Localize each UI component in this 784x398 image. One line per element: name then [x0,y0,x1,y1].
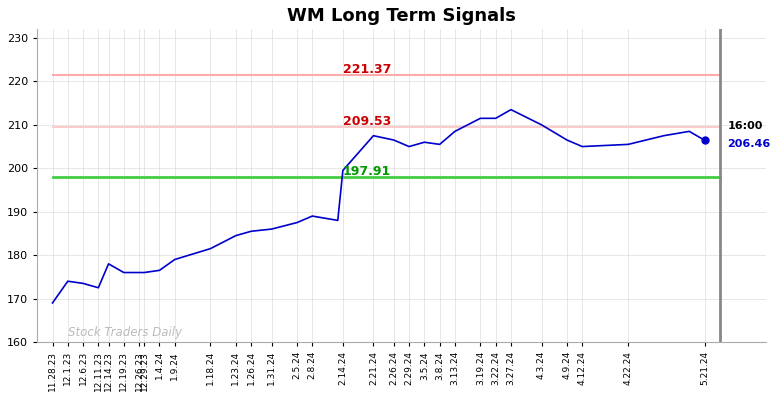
Text: 221.37: 221.37 [343,63,391,76]
Text: 206.46: 206.46 [728,139,771,149]
Text: Stock Traders Daily: Stock Traders Daily [67,326,182,339]
Text: 209.53: 209.53 [343,115,391,128]
Text: 16:00: 16:00 [728,121,763,131]
Text: 197.91: 197.91 [343,165,391,178]
Title: WM Long Term Signals: WM Long Term Signals [287,7,516,25]
